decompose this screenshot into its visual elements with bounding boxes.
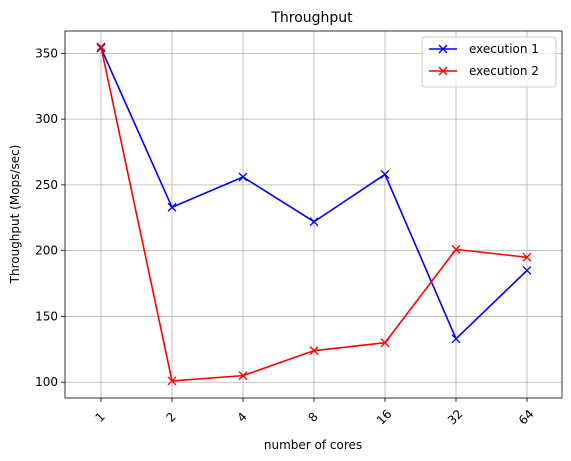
tick-layer: 1 2 4 8 16 32 64 100 150 200 250 300 350 (35, 46, 536, 427)
data-point-marker (522, 265, 532, 275)
x-axis-label: number of cores (264, 438, 362, 452)
data-point-marker (451, 244, 461, 254)
data-point-marker (380, 338, 390, 348)
y-tick-label: 300 (35, 112, 58, 126)
data-point-marker (380, 169, 390, 179)
x-tick-label: 8 (306, 410, 321, 425)
legend-marker (438, 66, 448, 76)
legend-entry: execution 1 (429, 42, 539, 56)
y-tick-label: 200 (35, 244, 58, 258)
legend-label: execution 1 (469, 42, 539, 56)
data-point-marker (522, 252, 532, 262)
data-point-marker (451, 334, 461, 344)
series-2 (96, 42, 532, 386)
plot-frame (64, 30, 563, 399)
x-tick-label: 2 (164, 410, 179, 425)
x-tick-label: 16 (374, 407, 395, 428)
series-layer (96, 42, 532, 386)
chart-title: Throughput (270, 10, 353, 26)
x-tick-label: 1 (93, 410, 108, 425)
x-tick-label: 64 (516, 407, 537, 428)
data-point-marker (309, 346, 319, 356)
y-tick-label: 250 (35, 178, 58, 192)
legend-label: execution 2 (469, 64, 539, 78)
legend: execution 1 execution 2 (421, 36, 557, 88)
series-1 (96, 43, 532, 344)
x-tick-label: 4 (235, 410, 250, 425)
data-point-marker (309, 217, 319, 227)
data-point-marker (167, 202, 177, 212)
data-point-marker (238, 371, 248, 381)
y-axis-label: Throughput (Mops/sec) (8, 145, 22, 285)
x-tick-label: 32 (445, 407, 466, 428)
y-tick-label: 150 (35, 309, 58, 323)
y-tick-label: 100 (35, 375, 58, 389)
legend-entry: execution 2 (429, 64, 539, 78)
y-tick-label: 350 (35, 46, 58, 60)
data-point-marker (167, 376, 177, 386)
data-point-marker (96, 42, 106, 52)
data-point-marker (238, 172, 248, 182)
legend-marker (438, 44, 448, 54)
